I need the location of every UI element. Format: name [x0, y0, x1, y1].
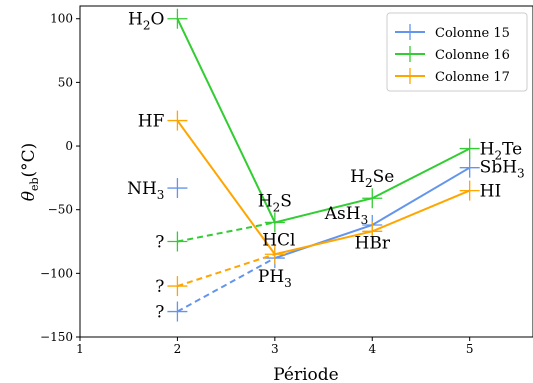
- legend: Colonne 15 Colonne 16 Colonne 17: [386, 12, 528, 92]
- x-tick-label-0: 1: [76, 342, 84, 356]
- series-2-unknown-label: ?: [155, 233, 164, 253]
- series-3: [167, 110, 480, 297]
- series-2: [167, 8, 480, 252]
- series-1-label-3: SbH3: [480, 158, 525, 181]
- series-2-extrapolated-line: [177, 221, 276, 243]
- series-2-label-0: H2O: [128, 10, 164, 33]
- y-tick-label-2: −50: [48, 203, 73, 217]
- x-axis-title: Période: [273, 365, 338, 383]
- series-1-extrapolated-line: [176, 257, 276, 313]
- series-layer: [167, 8, 480, 322]
- legend-entry-1: Colonne 15: [395, 24, 510, 41]
- series-3-label-1: HCl: [262, 230, 295, 250]
- x-tick-label-1: 2: [174, 342, 182, 356]
- series-3-label-0: HF: [138, 112, 165, 132]
- series-3-label-3: HI: [480, 182, 502, 202]
- y-axis-unit: (°C): [19, 143, 39, 178]
- series-2-label-3: H2Te: [480, 140, 523, 163]
- series-2-point-1: [264, 212, 285, 233]
- y-axis-title: θeb(°C): [19, 143, 41, 202]
- series-2-point-0: [167, 8, 188, 29]
- series-1-outlier-point: [167, 178, 188, 199]
- series-3-line: [176, 119, 471, 256]
- svg-text:θeb(°C): θeb(°C): [19, 143, 41, 202]
- y-tick-label-5: 100: [50, 12, 73, 26]
- legend-label-3: Colonne 17: [435, 70, 510, 85]
- series-1-unknown-label: ?: [155, 303, 164, 323]
- series-2-line: [176, 18, 471, 224]
- x-tick-label-3: 4: [368, 342, 376, 356]
- series-2-label-2: H2Se: [350, 167, 394, 190]
- series-3-label-2: HBr: [355, 233, 391, 253]
- y-tick-label-1: −100: [40, 266, 73, 280]
- point-labels: ? NH3 PH3 AsH3 SbH3? H2O H2S H2Se H2Te? HF HCl HBr H…: [127, 10, 525, 323]
- series-2-point-2: [362, 188, 383, 209]
- series-1-label-1: PH3: [258, 267, 292, 290]
- y-tick-label-3: 0: [65, 139, 73, 153]
- legend-label-1: Colonne 15: [435, 26, 510, 41]
- series-1-label-2: AsH3: [324, 204, 368, 227]
- series-2-point-3: [459, 138, 480, 159]
- x-tick-label-4: 5: [466, 342, 474, 356]
- x-tick-label-2: 3: [271, 342, 279, 356]
- legend-label-2: Colonne 16: [435, 48, 510, 63]
- series-3-point-1: [264, 244, 285, 265]
- series-2-label-1: H2S: [258, 191, 292, 214]
- series-3-point-3: [459, 180, 480, 201]
- axis-ticks: 1 2 3 4 5 −150 −100 −50 0 50 100: [40, 12, 473, 356]
- series-3-extrapolated-line: [177, 253, 276, 288]
- series-1-unknown-point: [167, 301, 188, 322]
- series-1-label-0: NH3: [127, 179, 164, 202]
- series-3-unknown-point: [167, 276, 188, 297]
- legend-entry-2: Colonne 16: [395, 46, 510, 63]
- y-axis-symbol: θ: [19, 191, 39, 201]
- y-axis-subscript: eb: [28, 177, 41, 191]
- y-tick-label-4: 50: [58, 75, 73, 89]
- legend-entry-3: Colonne 17: [395, 68, 510, 85]
- series-3-point-2: [362, 221, 383, 242]
- series-3-point-0: [167, 110, 188, 131]
- y-tick-label-0: −150: [40, 330, 73, 344]
- series-2-unknown-point: [167, 231, 188, 252]
- series-1-point-2: [459, 157, 480, 178]
- series-3-unknown-label: ?: [155, 277, 164, 297]
